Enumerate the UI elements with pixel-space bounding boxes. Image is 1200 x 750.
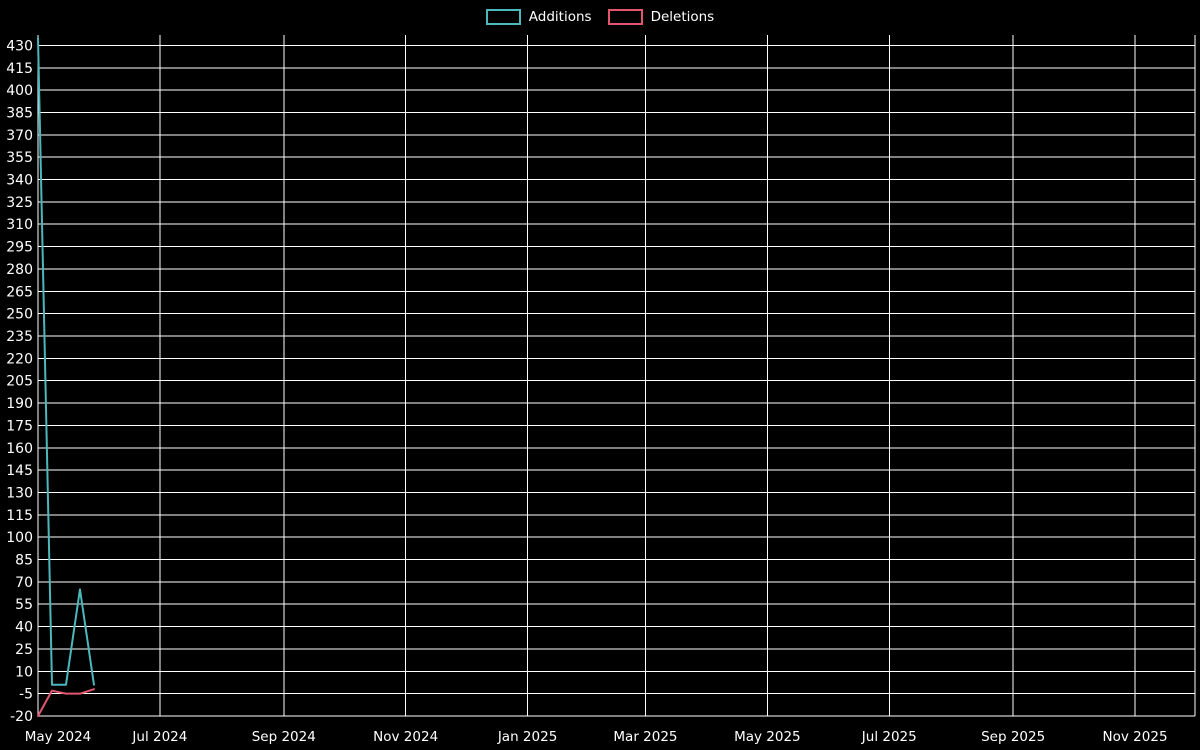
y-axis-tick-label: 40 <box>15 620 33 636</box>
legend-label-deletions: Deletions <box>650 9 715 25</box>
y-axis-tick-label: 10 <box>15 664 33 680</box>
y-axis-tick-label: 70 <box>15 575 33 591</box>
y-axis-tick-label: 190 <box>6 396 33 412</box>
y-axis-tick-label: 220 <box>6 351 33 367</box>
x-axis-tick-label: Nov 2024 <box>373 729 438 745</box>
legend-item-additions: Additions <box>485 7 592 27</box>
y-axis-tick-label: 325 <box>6 195 33 211</box>
y-axis-tick-label: 130 <box>6 485 33 501</box>
x-axis-tick-label: May 2025 <box>734 729 801 745</box>
y-axis-tick-label: 310 <box>6 217 33 233</box>
x-axis-tick-label: Jul 2024 <box>131 729 187 745</box>
x-axis-tick-label: Jan 2025 <box>497 729 557 745</box>
y-axis-tick-label: 400 <box>6 83 33 99</box>
series-line-additions <box>37 36 95 686</box>
y-axis-tick-label: 25 <box>15 642 33 658</box>
y-axis-tick-label: 385 <box>6 105 33 121</box>
x-axis-tick-label: Sep 2024 <box>252 729 316 745</box>
x-axis-tick-label: May 2024 <box>25 729 92 745</box>
x-axis-tick-label: Mar 2025 <box>613 729 677 745</box>
y-axis-tick-label: 145 <box>6 463 33 479</box>
y-axis-tick-label: 280 <box>6 262 33 278</box>
y-axis-tick-label: -20 <box>10 709 33 725</box>
y-axis-tick-label: 115 <box>6 508 33 524</box>
legend-item-deletions: Deletions <box>607 7 715 27</box>
y-axis-tick-label: 55 <box>15 597 33 613</box>
y-axis-tick-label: 340 <box>6 173 33 189</box>
legend-label-additions: Additions <box>528 9 592 25</box>
series-line-deletions <box>37 688 95 717</box>
y-axis-tick-label: 265 <box>6 284 33 300</box>
y-axis-tick-label: 175 <box>6 418 33 434</box>
legend-swatch-additions-icon <box>485 9 521 25</box>
y-axis-tick-label: -5 <box>19 687 33 703</box>
x-axis-tick-label: Nov 2025 <box>1103 729 1168 745</box>
x-axis-tick-label: Sep 2025 <box>981 729 1045 745</box>
y-axis-tick-label: 415 <box>6 61 33 77</box>
y-axis-tick-label: 205 <box>6 374 33 390</box>
y-axis-tick-label: 160 <box>6 441 33 457</box>
y-axis-tick-label: 355 <box>6 150 33 166</box>
y-axis-tick-label: 235 <box>6 329 33 345</box>
y-axis-tick-label: 85 <box>15 553 33 569</box>
y-axis-tick-label: 295 <box>6 240 33 256</box>
legend-swatch-deletions-icon <box>607 9 643 25</box>
y-axis-tick-label: 250 <box>6 307 33 323</box>
y-axis-tick-label: 100 <box>6 530 33 546</box>
chart-legend: Additions Deletions <box>0 7 1200 27</box>
y-axis-tick-label: 370 <box>6 128 33 144</box>
x-axis-tick-label: Jul 2025 <box>861 729 917 745</box>
y-axis-tick-label: 430 <box>6 38 33 54</box>
